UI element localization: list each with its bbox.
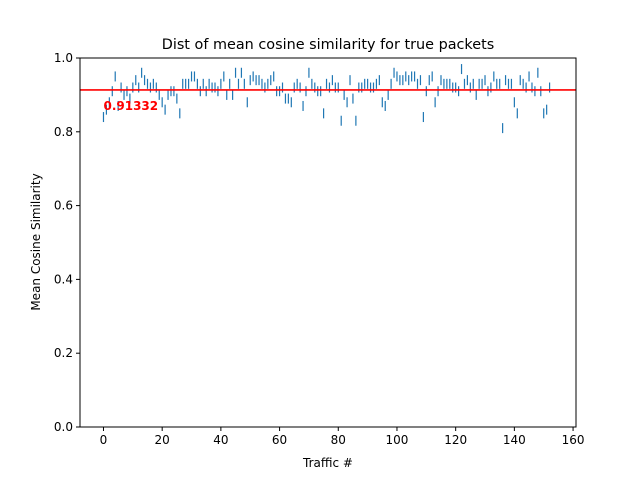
y-tick-label: 0.0: [54, 420, 73, 434]
x-tick-label: 40: [213, 433, 228, 447]
mean-line-label: 0.91332: [103, 99, 158, 113]
y-tick-label: 0.4: [54, 272, 73, 286]
x-tick-label: 120: [444, 433, 467, 447]
y-axis-label: Mean Cosine Similarity: [29, 173, 43, 310]
x-tick-label: 60: [272, 433, 287, 447]
mean-line-group: 0.91332: [80, 89, 576, 113]
y-tick-label: 0.6: [54, 199, 73, 213]
x-tick-label: 160: [562, 433, 585, 447]
axes: 0 20 40 60 80 100 120 140 160 0.0 0.2 0.4 0.6 0.8 1.0: [54, 51, 585, 447]
y-tick-label: 1.0: [54, 51, 73, 65]
chart-title: Dist of mean cosine similarity for true …: [162, 37, 495, 53]
y-tick-label: 0.8: [54, 125, 73, 139]
plot-frame: [79, 57, 577, 428]
data-marks: [102, 64, 551, 134]
x-tick-label: 20: [155, 433, 170, 447]
x-axis-label: Traffic #: [302, 456, 353, 470]
x-tick-label: 140: [503, 433, 526, 447]
x-tick-label: 0: [100, 433, 108, 447]
x-tick-label: 80: [331, 433, 346, 447]
y-tick-label: 0.2: [54, 346, 73, 360]
x-tick-label: 100: [386, 433, 409, 447]
